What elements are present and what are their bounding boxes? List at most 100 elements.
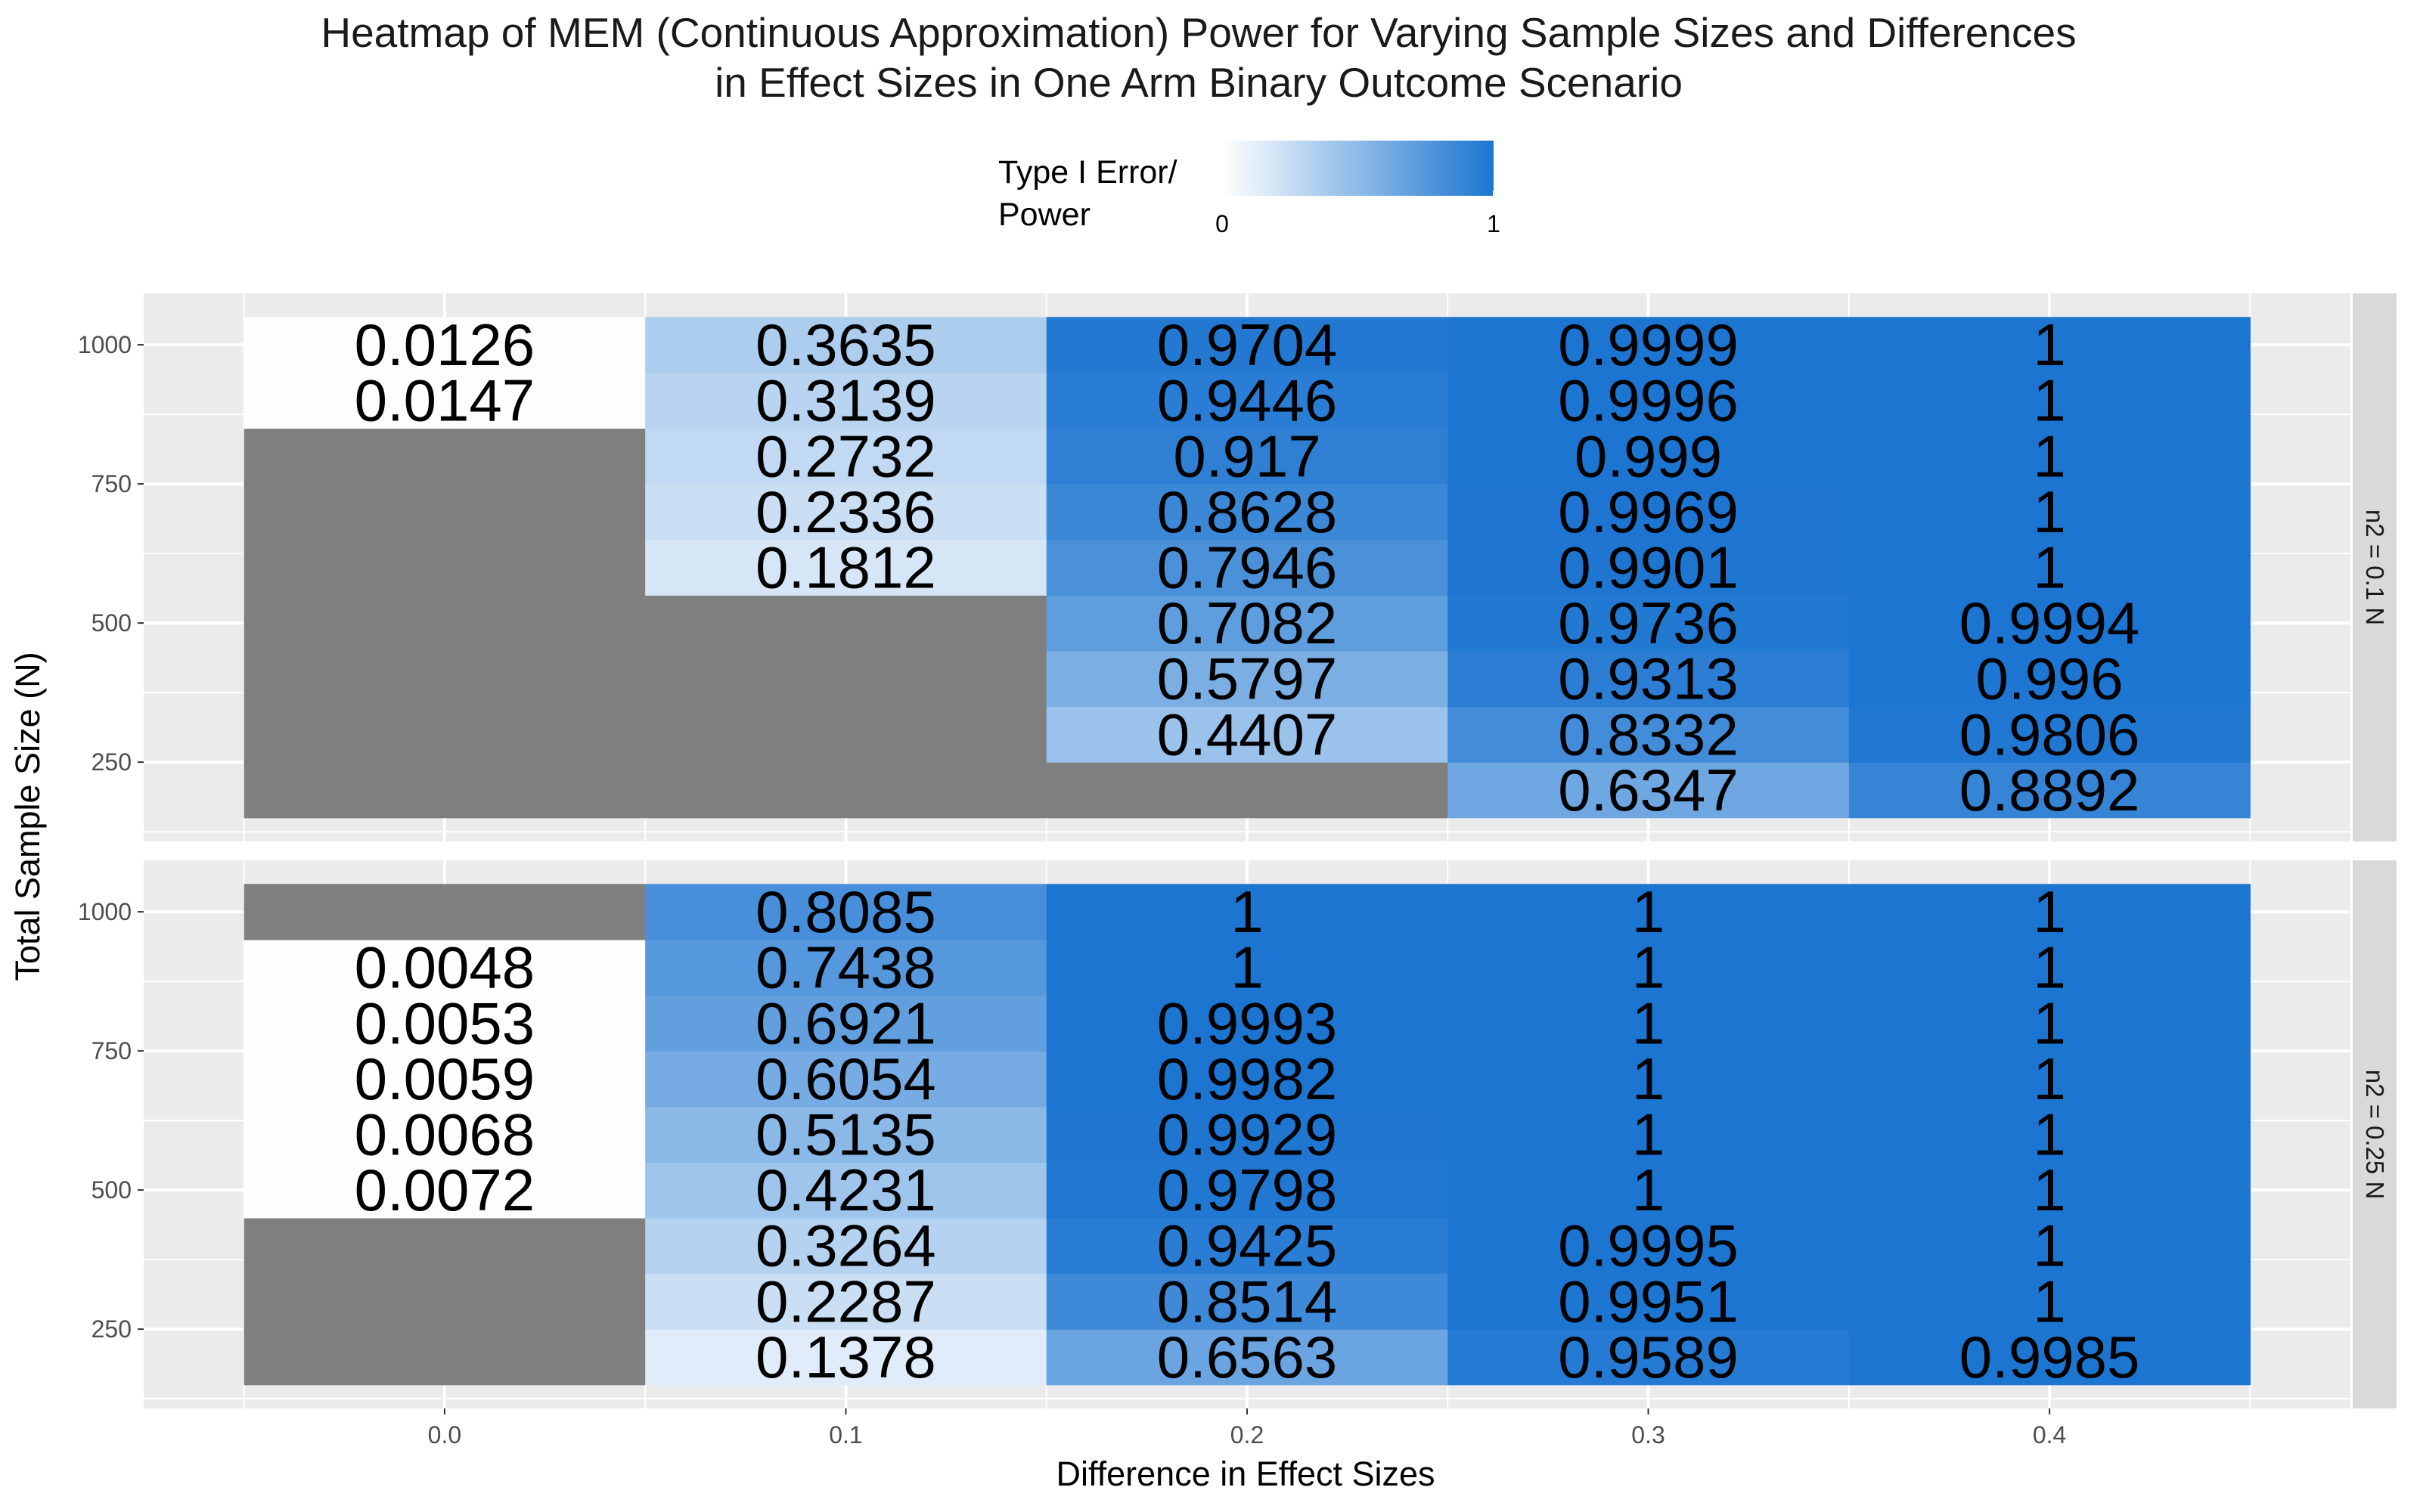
- cell-value-label: 1: [1632, 878, 1665, 945]
- heatmap-cell: [645, 428, 1047, 485]
- cell-value-label: 0.2336: [755, 479, 936, 545]
- cell-value-label: 0.9589: [1558, 1324, 1739, 1390]
- heatmap-cell: [1848, 1051, 2251, 1108]
- cell-value-label: 1: [1230, 878, 1263, 945]
- cell-value-label: 1: [2033, 1268, 2065, 1334]
- cell-value-label: 1: [1632, 990, 1665, 1056]
- cell-value-label: 0.9951: [1558, 1268, 1739, 1334]
- heatmap-cell: [1046, 372, 1448, 429]
- facet-strip-label: n2 = 0.25 N: [2361, 1070, 2389, 1200]
- heatmap-cell: [645, 884, 1047, 940]
- heatmap-cell: [645, 317, 1047, 373]
- heatmap-cell: [1848, 595, 2251, 652]
- facet-strip: [2353, 293, 2397, 841]
- heatmap-cell: [1447, 1051, 1850, 1108]
- heatmap-cell: [1848, 995, 2251, 1052]
- heatmap-cell: [244, 1051, 646, 1108]
- heatmap-cell: [1447, 706, 1850, 763]
- heatmap-cell: [1447, 539, 1850, 596]
- facet-strip-label: n2 = 0.1 N: [2361, 510, 2389, 625]
- heatmap-cell: [1447, 762, 1850, 819]
- heatmap-cell: [1848, 428, 2251, 485]
- cell-value-label: 0.4407: [1157, 701, 1338, 767]
- y-axis-title: Total Sample Size (N): [8, 652, 47, 981]
- heatmap-cell: [645, 372, 1047, 429]
- heatmap-cell: [645, 995, 1047, 1052]
- heatmap-cell: [1046, 995, 1448, 1052]
- y-tick-label: 500: [92, 1176, 132, 1204]
- heatmap-cell: [1447, 1329, 1850, 1386]
- heatmap-cell: [1447, 317, 1850, 373]
- x-tick-label: 0.3: [1631, 1421, 1665, 1448]
- heatmap-cell-missing: [244, 650, 646, 708]
- cell-value-label: 1: [2033, 1157, 2065, 1223]
- cell-value-label: 1: [1632, 1157, 1665, 1223]
- heatmap-cell: [1447, 995, 1850, 1052]
- cell-value-label: 0.9999: [1558, 311, 1739, 378]
- cell-value-label: 1: [2033, 1213, 2065, 1279]
- cell-value-label: 1: [2033, 878, 2065, 945]
- heatmap-cell: [1848, 1273, 2251, 1330]
- cell-value-label: 0.1378: [755, 1324, 936, 1390]
- y-tick-label: 1000: [78, 898, 132, 925]
- heatmap-cell: [645, 939, 1047, 996]
- heatmap-cell-missing: [645, 650, 1047, 708]
- cell-value-label: 0.9446: [1157, 367, 1338, 434]
- heatmap-tiles: [244, 317, 2251, 819]
- heatmap-cell-missing: [645, 595, 1047, 652]
- heatmap-cell-missing: [244, 428, 646, 485]
- heatmap-cell: [1447, 884, 1850, 940]
- heatmap-cell-missing: [645, 706, 1047, 763]
- heatmap-cell-missing: [244, 595, 646, 652]
- cell-value-label: 0.4231: [755, 1157, 936, 1223]
- cell-value-label: 1: [2033, 534, 2065, 601]
- cell-value-label: 0.6921: [755, 990, 936, 1056]
- heatmap-cell: [1848, 650, 2251, 708]
- cell-value-label: 1: [2033, 311, 2065, 378]
- heatmap-cell: [1848, 539, 2251, 596]
- heatmap-cell-missing: [1046, 762, 1448, 819]
- cell-value-label: 0.1812: [755, 534, 936, 601]
- y-tick-label: 750: [92, 470, 132, 497]
- cell-value-label: 1: [2033, 1101, 2065, 1168]
- x-axis-title: Difference in Effect Sizes: [1056, 1455, 1435, 1493]
- heatmap-cell: [244, 317, 646, 373]
- heatmap-cell: [1447, 372, 1850, 429]
- heatmap-cell-missing: [244, 1217, 646, 1275]
- cell-value-label: 0.6563: [1157, 1324, 1338, 1390]
- heatmap-cell: [1046, 539, 1448, 596]
- legend-title-line-1: Type I Error/: [998, 154, 1177, 191]
- cell-value-label: 0.9982: [1157, 1046, 1338, 1112]
- heatmap-cell: [1848, 372, 2251, 429]
- heatmap-cell-missing: [244, 539, 646, 596]
- cell-value-label: 0.8628: [1157, 479, 1338, 545]
- cell-value-label: 0.9996: [1558, 367, 1739, 434]
- cell-value-label: 0.7082: [1157, 590, 1338, 656]
- heatmap-cell-missing: [244, 884, 646, 940]
- legend-title-line-2: Power: [998, 197, 1091, 233]
- heatmap-tiles: [244, 884, 2251, 1386]
- cell-value-label: 0.9993: [1157, 990, 1338, 1056]
- heatmap-cell-missing: [244, 1273, 646, 1330]
- cell-value-label: 1: [2033, 479, 2065, 545]
- cell-value-label: 0.9425: [1157, 1213, 1338, 1279]
- heatmap-cell: [1046, 1051, 1448, 1108]
- x-tick-label: 0.1: [829, 1421, 862, 1448]
- cell-value-label: 0.9995: [1558, 1213, 1739, 1279]
- cell-value-label: 0.3635: [755, 311, 936, 378]
- cell-value-label: 0.9313: [1558, 646, 1739, 712]
- legend: Type I Error/ Power 0 1: [998, 141, 1500, 237]
- cell-value-label: 0.9985: [1959, 1324, 2140, 1390]
- cell-value-label: 0.9798: [1157, 1157, 1338, 1223]
- heatmap-cell: [1848, 317, 2251, 373]
- cell-value-label: 0.2732: [755, 423, 936, 489]
- cell-value-label: 0.0059: [355, 1046, 535, 1112]
- heatmap-cell: [1848, 484, 2251, 541]
- heatmap-cell: [244, 372, 646, 429]
- heatmap-cell: [1046, 1273, 1448, 1330]
- heatmap-cell: [1848, 706, 2251, 763]
- cell-value-label: 1: [1632, 934, 1665, 1001]
